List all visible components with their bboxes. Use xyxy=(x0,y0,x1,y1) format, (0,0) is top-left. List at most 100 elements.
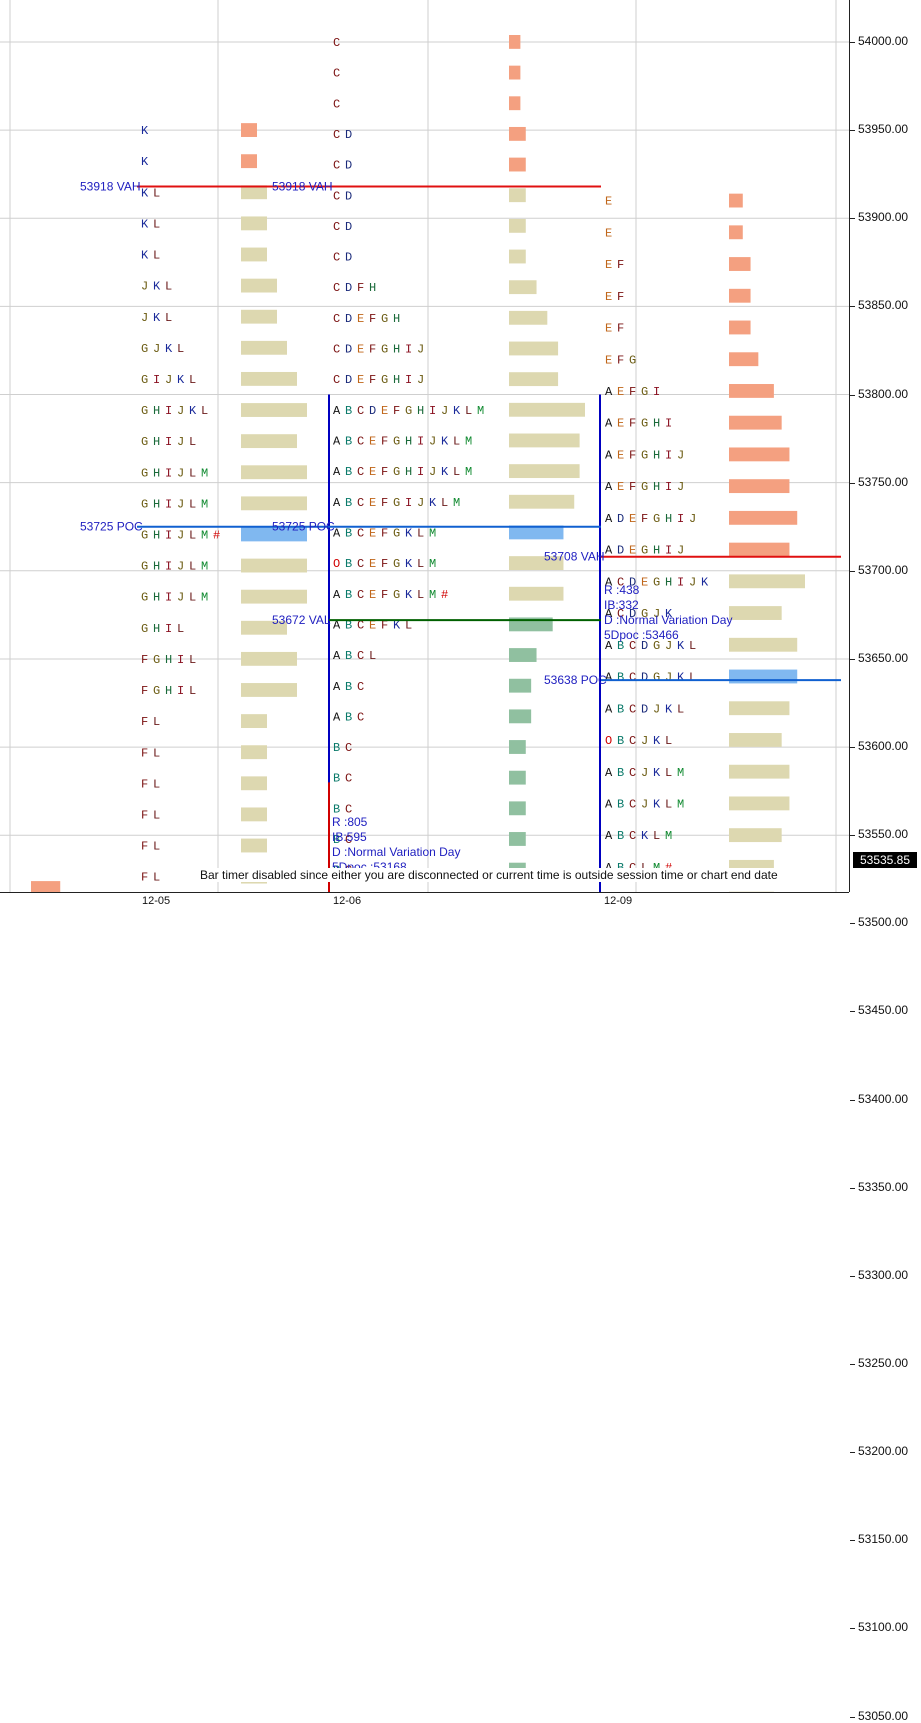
tpo-letter: C xyxy=(357,649,364,663)
profile-bar xyxy=(729,447,789,461)
tpo-letter: B xyxy=(617,671,624,685)
tpo-letter: B xyxy=(345,680,352,694)
tpo-letter: O xyxy=(333,557,340,571)
profile-bar xyxy=(729,225,743,239)
tpo-letter: I xyxy=(405,343,412,357)
tpo-letter: A xyxy=(605,448,613,462)
session-12-06 xyxy=(509,35,585,892)
tpo-letter: K xyxy=(677,671,685,685)
tpo-letter: M xyxy=(465,465,472,479)
tpo-letter: G xyxy=(141,373,148,387)
profile-bar xyxy=(509,403,585,417)
price-tick-mark xyxy=(850,130,855,131)
session-12-05 xyxy=(241,123,307,892)
tpo-letter: H xyxy=(653,448,660,462)
tpo-letter: G xyxy=(393,557,400,571)
tpo-letter: E xyxy=(357,373,364,387)
tpo-letter: J xyxy=(641,766,648,780)
tpo-letter: F xyxy=(641,512,648,526)
tpo-letter: C xyxy=(333,343,340,357)
tpo-letter: A xyxy=(333,465,341,479)
price-tick-label: 53150.00 xyxy=(858,1532,908,1546)
tpo-letter: J xyxy=(429,435,436,449)
tpo-letter: E xyxy=(605,226,612,240)
tpo-letter: # xyxy=(441,588,448,602)
price-tick-mark xyxy=(850,1540,855,1541)
tpo-letter: G xyxy=(641,480,648,494)
vah-label: 53708 VAH xyxy=(544,550,605,564)
tpo-letter: M xyxy=(201,466,208,480)
profile-bar xyxy=(509,679,531,693)
profile-bar xyxy=(509,127,526,141)
tpo-letter: K xyxy=(177,373,185,387)
profile-bar xyxy=(509,372,558,386)
tpo-letter: A xyxy=(333,649,341,663)
tpo-letter: I xyxy=(165,404,172,418)
tpo-letter: H xyxy=(653,544,660,558)
tpo-letter: K xyxy=(641,829,649,843)
price-tick-label: 53800.00 xyxy=(858,387,908,401)
tpo-letter: J xyxy=(177,560,184,574)
tpo-letter: D xyxy=(641,671,648,685)
tpo-letter: F xyxy=(629,448,636,462)
tpo-letter: E xyxy=(369,526,376,540)
tpo-letter: G xyxy=(641,385,648,399)
tpo-letter: K xyxy=(141,155,149,169)
tpo-letter: K xyxy=(653,797,661,811)
tpo-letter: E xyxy=(357,343,364,357)
tpo-letter: F xyxy=(381,557,388,571)
tpo-letter: L xyxy=(453,465,460,479)
tpo-letter: G xyxy=(641,448,648,462)
tpo-letter: I xyxy=(165,497,172,511)
tpo-letter: E xyxy=(605,195,612,209)
profile-bar xyxy=(509,219,526,233)
tpo-letter: G xyxy=(141,466,148,480)
tpo-letter: D xyxy=(345,189,352,203)
tpo-letter: H xyxy=(393,343,400,357)
tpo-letter: B xyxy=(617,766,624,780)
tpo-letter: B xyxy=(333,741,340,755)
tpo-letter: L xyxy=(165,311,172,325)
tpo-letter: J xyxy=(689,512,696,526)
price-tick-mark xyxy=(850,835,855,836)
price-tick-mark xyxy=(850,1717,855,1718)
tpo-letter: B xyxy=(345,496,352,510)
profile-bar xyxy=(241,372,297,386)
session-stats-12-09: R :438 IB:332 D :Normal Variation Day 5D… xyxy=(604,583,732,643)
tpo-letter: E xyxy=(605,322,612,336)
poc-label: 53638 POC xyxy=(544,673,607,687)
tpo-letter: C xyxy=(333,373,340,387)
tpo-letter: C xyxy=(629,797,636,811)
tpo-letter: I xyxy=(405,496,412,510)
tpo-letter: M xyxy=(201,560,208,574)
tpo-letter: K xyxy=(453,404,461,418)
tpo-letter: C xyxy=(357,465,364,479)
tpo-letter: L xyxy=(189,653,196,667)
tpo-letter: M xyxy=(677,797,684,811)
tpo-letter: F xyxy=(381,435,388,449)
profile-bar xyxy=(509,801,526,815)
tpo-letter: F xyxy=(393,404,400,418)
profile-bar xyxy=(729,574,805,588)
price-tick-label: 53700.00 xyxy=(858,563,908,577)
tpo-letter: G xyxy=(641,417,648,431)
price-tick-label: 53250.00 xyxy=(858,1356,908,1370)
tpo-letter: A xyxy=(333,680,341,694)
profile-bar xyxy=(241,123,257,137)
profile-bar xyxy=(729,321,751,335)
price-tick-mark xyxy=(850,1188,855,1189)
tpo-letter: H xyxy=(369,281,376,295)
profile-bar xyxy=(729,416,782,430)
tpo-letter: J xyxy=(677,544,684,558)
tpo-letter: I xyxy=(177,653,184,667)
tpo-letter: A xyxy=(605,797,613,811)
tpo-letter: B xyxy=(617,829,624,843)
tpo-letter: F xyxy=(141,684,148,698)
tpo-letter: L xyxy=(665,797,672,811)
tpo-letter: K xyxy=(141,217,149,231)
tpo-letter: G xyxy=(141,435,148,449)
tpo-letter: J xyxy=(665,671,672,685)
